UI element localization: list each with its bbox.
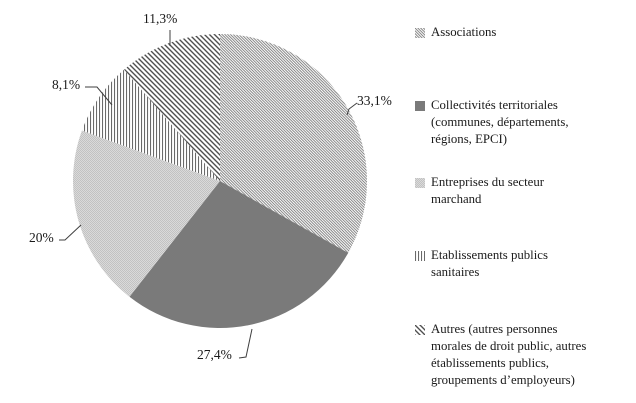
legend-label: Associations (431, 24, 496, 41)
legend-label-line: régions, EPCI) (431, 132, 508, 146)
legend-label: Collectivités territoriales (communes, dé… (431, 97, 569, 148)
legend-swatch-icon (415, 178, 425, 188)
legend-item-4: Autres (autres personnes morales de droit… (415, 321, 586, 389)
legend-label-line: marchand (431, 192, 482, 206)
slice-label-autres: 11,3% (143, 11, 178, 26)
legend-label-line: (communes, départements, (431, 115, 569, 129)
legend-item-3: Etablissements publics sanitaires (415, 247, 548, 281)
legend-swatch-icon (415, 251, 425, 261)
pie-slice-1 (129, 181, 349, 329)
leader-line-1 (238, 328, 253, 359)
legend-item-1: Collectivités territoriales (communes, dé… (415, 97, 569, 148)
legend-label-line: Etablissements publics (431, 248, 548, 262)
leader-line-3 (85, 86, 113, 106)
legend-swatch-icon (415, 28, 425, 38)
slice-label-entreprises: 20% (29, 230, 54, 245)
legend-label: Entreprises du secteur marchand (431, 174, 544, 208)
leader-line-0 (346, 102, 358, 116)
pie-slice-3 (81, 69, 220, 181)
legend-label-line: groupements d’employeurs) (431, 373, 575, 387)
chart-legend: Associations Collectivités territoriales (… (415, 0, 630, 403)
legend-label-line: Associations (431, 25, 497, 39)
legend-label-line: établissements publics, (431, 356, 549, 370)
legend-label: Autres (autres personnes morales de droit… (431, 321, 586, 389)
legend-label-line: morales de droit public, autres (431, 339, 587, 353)
pie-slice-0 (220, 34, 367, 253)
label-leader-lines (59, 30, 358, 359)
legend-label: Etablissements publics sanitaires (431, 247, 548, 281)
legend-swatch-icon (415, 325, 425, 335)
leader-line-2 (59, 224, 82, 241)
pie-slice-2 (72, 130, 220, 297)
slice-label-associations: 33,1% (357, 93, 392, 108)
pie-slice-4 (124, 34, 220, 181)
legend-swatch-icon (415, 101, 425, 111)
legend-item-0: Associations (415, 24, 496, 41)
legend-label-line: Entreprises du secteur (431, 175, 544, 189)
slice-label-collectivites: 27,4% (197, 347, 232, 362)
legend-label-line: sanitaires (431, 265, 480, 279)
legend-label-line: Autres (autres personnes (431, 322, 558, 336)
legend-item-2: Entreprises du secteur marchand (415, 174, 544, 208)
pie-slices (72, 34, 367, 329)
slice-label-etablissements: 8,1% (52, 77, 81, 92)
legend-label-line: Collectivités territoriales (431, 98, 558, 112)
